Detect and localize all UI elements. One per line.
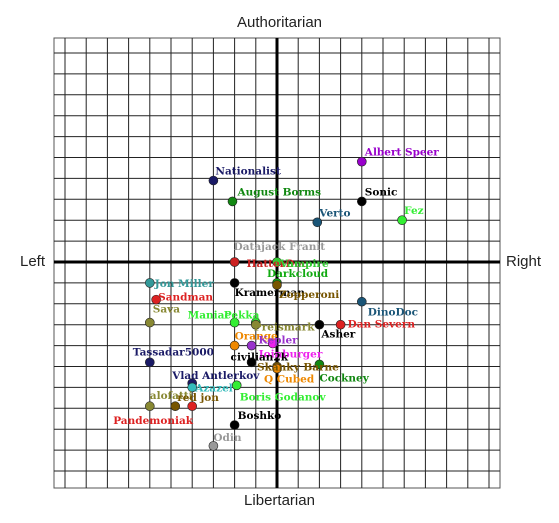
axis-label-right: Right [506, 253, 542, 270]
point-label: red jon [177, 392, 219, 404]
point-label: Kepler [259, 335, 299, 347]
point-label: Boshko [238, 410, 282, 422]
data-point [145, 357, 155, 368]
data-point [356, 296, 367, 307]
point-label: Vampire [279, 258, 329, 270]
data-point [145, 401, 155, 412]
point-label: Sonic [365, 186, 398, 198]
data-point [272, 280, 282, 290]
point-label: Albert Speer [364, 147, 439, 159]
data-point [229, 317, 240, 328]
point-label: Maniac [188, 310, 231, 322]
data-point [229, 257, 240, 267]
point-label: HatterDoc [247, 258, 308, 270]
point-label: Datajack Franit [234, 241, 326, 253]
point-label: Vlad Antlerkov [171, 370, 260, 382]
axis-label-bottom: Libertarian [244, 492, 315, 509]
data-point [229, 420, 240, 430]
point-label: Zopperoni [279, 289, 339, 301]
point-label: Sava [153, 304, 180, 316]
data-point [251, 319, 261, 330]
data-point [356, 196, 367, 207]
data-point [229, 278, 240, 288]
data-point [397, 215, 407, 225]
point-label: Pandemoniak [113, 415, 194, 427]
data-point [227, 196, 238, 207]
point-label: Cockney [319, 372, 369, 384]
point-label: Dan Severn [348, 319, 416, 331]
point-label: civilian2k [231, 351, 289, 363]
data-point [246, 340, 257, 351]
point-label: Ioinburger [259, 349, 323, 361]
point-label: Darkcloud [267, 268, 329, 280]
point-label: Orange [235, 331, 278, 343]
point-label: Odin [213, 432, 241, 444]
point-label: alofatti [150, 390, 193, 402]
point-label: Q Cubed [264, 374, 315, 386]
point-labels: Albert Speer Sonic Nationalist August Borms… [113, 147, 439, 444]
point-label: DinoDoc [368, 307, 418, 319]
data-point [208, 175, 219, 186]
data-point [208, 441, 219, 451]
point-label: Sandman [158, 292, 213, 304]
data-point [145, 317, 155, 328]
point-label: Tassadar5000 [133, 346, 214, 358]
data-point [272, 363, 282, 374]
data-point [272, 257, 282, 267]
data-point [314, 319, 325, 330]
point-label: Nationalist [215, 165, 281, 177]
data-point [267, 338, 278, 349]
data-points [145, 156, 407, 451]
data-point [170, 401, 181, 412]
data-point [335, 319, 346, 330]
point-label: Pekka [224, 310, 260, 322]
data-point [231, 380, 242, 391]
point-label: Fez [404, 205, 424, 217]
point-label: Asher [320, 329, 355, 341]
point-label: Preismark [254, 322, 315, 334]
data-point [312, 217, 323, 228]
point-label: August Borms [236, 186, 321, 198]
axis-label-top: Authoritarian [236, 14, 323, 31]
point-label: Boris Godanov [240, 391, 327, 403]
point-label: Jon Miller [154, 278, 215, 290]
data-point [314, 359, 325, 370]
data-point [187, 401, 197, 412]
data-point [356, 156, 367, 167]
data-point [187, 382, 197, 393]
point-label: Azazel [194, 382, 233, 394]
point-label: Kramerman [235, 287, 306, 299]
data-point [145, 278, 155, 288]
data-point [246, 357, 257, 368]
data-point [229, 340, 240, 351]
point-label: Verto [318, 207, 350, 219]
point-label: Skanky Barne [257, 362, 339, 374]
data-point [151, 294, 161, 305]
axis-label-left: Left [20, 253, 46, 270]
